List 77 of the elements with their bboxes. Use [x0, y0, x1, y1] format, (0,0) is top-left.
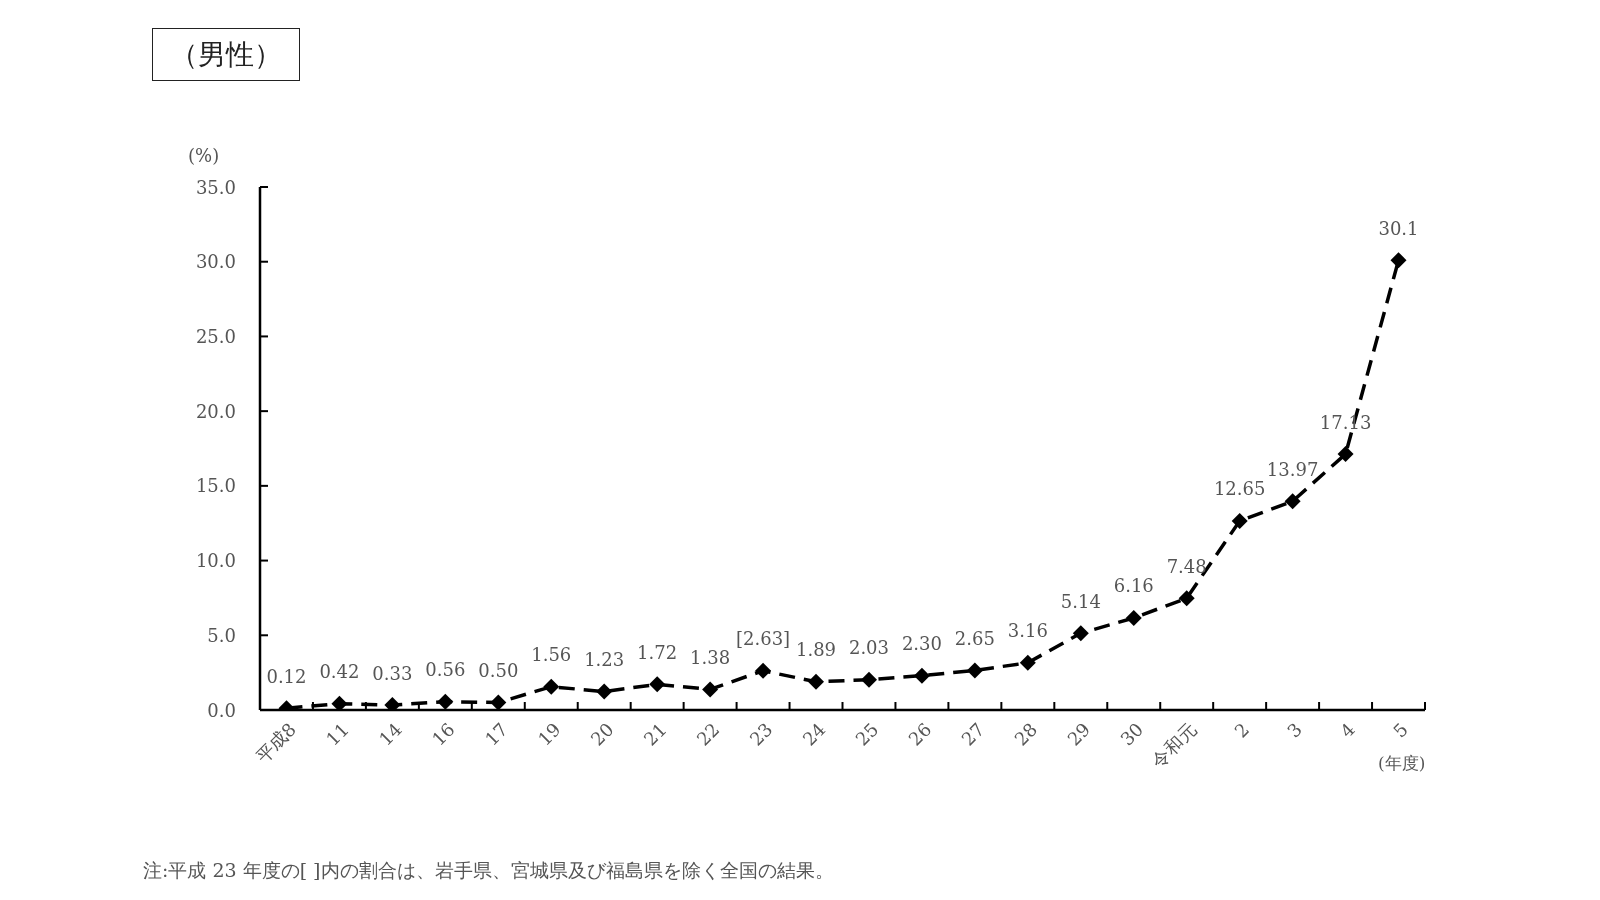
point	[490, 694, 507, 710]
data-label: 1.89	[795, 639, 837, 661]
data-label: 1.23	[584, 649, 625, 671]
point	[860, 671, 877, 688]
y-tick-label: 0.0	[207, 699, 236, 721]
point	[1231, 512, 1248, 529]
y-tick-label: 20.0	[195, 400, 236, 422]
data-label: 0.42	[319, 661, 360, 683]
x-tick-label: 30	[1116, 718, 1148, 750]
data-label: 1.56	[531, 644, 572, 666]
point	[1125, 609, 1142, 626]
data-label: 17.13	[1319, 411, 1372, 433]
data-label: 12.65	[1213, 478, 1266, 500]
point	[649, 676, 666, 693]
x-tick-label: 20	[586, 718, 618, 750]
point	[755, 662, 772, 679]
data-label: 0.56	[425, 659, 466, 681]
data-label: 2.30	[901, 633, 942, 655]
y-tick-label: 10.0	[195, 550, 236, 572]
point	[543, 678, 560, 695]
x-tick-label: 令和元	[1147, 718, 1201, 772]
title-box: （男性）	[152, 28, 300, 81]
x-tick-label: 平成8	[251, 718, 300, 767]
x-tick-label: 5	[1389, 718, 1412, 742]
chart-title: （男性）	[170, 36, 282, 73]
data-label: 7.48	[1166, 555, 1207, 577]
point	[1337, 446, 1354, 463]
x-axis-title: (年度)	[1378, 752, 1426, 775]
x-tick-label: 24	[798, 718, 830, 750]
x-tick-label: 14	[374, 718, 406, 750]
x-tick-label: 25	[851, 718, 883, 750]
point	[1019, 654, 1036, 671]
x-tick-label: 23	[745, 718, 777, 750]
point	[702, 681, 719, 698]
x-tick-label: 2	[1230, 718, 1254, 742]
x-tick-label: 3	[1283, 718, 1307, 742]
x-tick-label: 17	[480, 718, 512, 750]
x-tick-label: 16	[427, 718, 459, 750]
x-tick-label: 11	[321, 718, 353, 750]
y-tick-label: 5.0	[207, 624, 236, 646]
point	[1178, 590, 1195, 607]
point	[596, 683, 613, 700]
point	[1072, 625, 1089, 642]
data-label: 0.50	[478, 660, 519, 682]
data-label: 13.97	[1266, 458, 1319, 480]
data-label: 5.14	[1060, 590, 1101, 612]
text: 注:平成 23 年度の[ ]内の割合は、岩手県、宮城県及び福島県を除く全国の結果。	[143, 858, 834, 883]
data-label: 30.1	[1378, 217, 1419, 239]
data-label: 0.12	[266, 665, 307, 687]
point	[808, 673, 825, 690]
y-tick-label: 25.0	[195, 325, 236, 347]
point	[331, 695, 348, 710]
x-tick-label: 26	[904, 718, 936, 750]
x-tick-label: 19	[533, 718, 565, 750]
data-label: [2.63]	[736, 628, 791, 650]
data-label: 1.72	[637, 641, 678, 663]
data-label: 1.38	[690, 646, 731, 668]
x-tick-label: 4	[1336, 718, 1359, 742]
data-label: 2.65	[954, 627, 995, 649]
x-tick-label: 27	[957, 718, 989, 750]
x-tick-label: 22	[692, 718, 724, 750]
y-tick-label: 35.0	[195, 176, 236, 198]
point	[1284, 493, 1301, 510]
point	[913, 667, 930, 684]
data-label: 0.33	[372, 662, 413, 684]
data-label: 2.03	[848, 637, 890, 659]
data-label: 3.16	[1007, 620, 1048, 642]
data-label: 6.16	[1113, 575, 1154, 597]
x-tick-label: 28	[1010, 718, 1042, 750]
point	[437, 693, 454, 710]
point	[1390, 252, 1407, 269]
y-axis-title: (%)	[188, 145, 220, 166]
point	[966, 662, 983, 679]
y-tick-label: 15.0	[195, 475, 236, 497]
x-tick-label: 21	[639, 718, 671, 750]
y-tick-label: 30.0	[195, 251, 236, 273]
x-tick-label: 29	[1063, 718, 1095, 750]
